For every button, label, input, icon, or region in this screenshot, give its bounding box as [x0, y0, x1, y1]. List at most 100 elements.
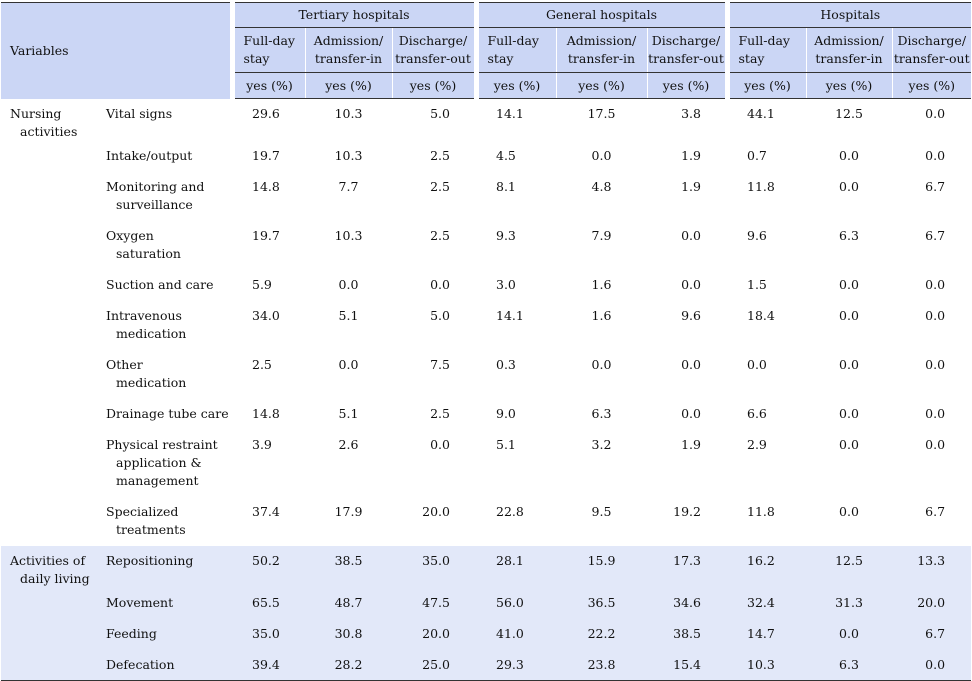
table-row: Activities of daily living Repositioning 50…	[1, 545, 972, 588]
value-cell: 14.8	[232, 398, 305, 430]
table-body: Nursing activities Vital signs 29.6 10.3 5.0 1…	[1, 98, 972, 681]
value-cell: 11.8	[727, 171, 806, 221]
value-cell: 15.4	[647, 649, 727, 681]
value-cell: 29.6	[232, 98, 305, 141]
variable-label: Other medication	[97, 349, 232, 399]
subhead-admission: Admission/transfer-in	[805, 27, 892, 73]
value-cell: 11.8	[727, 496, 806, 546]
value-cell: 9.6	[647, 300, 727, 350]
category-cell: Activities of daily living	[1, 545, 97, 588]
table-row: Intake/output 19.7 10.3 2.5 4.5 0.0 1.9 0.7 0.0 0…	[1, 140, 972, 172]
value-cell: 13.3	[892, 545, 972, 588]
subhead-fullday: Full-day stay	[229, 27, 305, 73]
table-row: Other medication 2.5 0.0 7.5 0.3 0.0 0.0 0.0 0.0 0…	[1, 349, 972, 399]
value-cell: 0.0	[392, 429, 476, 497]
value-cell: 38.5	[305, 545, 392, 588]
value-cell: 0.0	[305, 349, 392, 399]
value-cell: 1.9	[647, 140, 727, 172]
value-cell: 5.9	[232, 269, 305, 301]
value-cell: 0.0	[647, 398, 727, 430]
value-cell: 0.0	[806, 398, 892, 430]
category-cell	[1, 496, 97, 546]
variable-label-line: Repositioning	[106, 552, 194, 568]
value-cell: 4.8	[556, 171, 647, 221]
value-cell: 0.0	[892, 269, 972, 301]
category-label: Activities of	[10, 552, 86, 568]
value-cell: 38.5	[647, 618, 727, 650]
value-cell: 0.0	[806, 269, 892, 301]
table-header: Variables Tertiary hospitals General hos…	[1, 2, 972, 99]
value-cell: 20.0	[392, 618, 476, 650]
value-cell: 16.2	[727, 545, 806, 588]
value-cell: 5.1	[305, 300, 392, 350]
category-cell	[1, 171, 97, 221]
value-cell: 0.0	[892, 98, 972, 141]
category-cell	[1, 618, 97, 650]
unit-label: yes (%)	[304, 72, 392, 99]
variable-label: Oxygen saturation	[97, 220, 232, 270]
variable-label-line: Suction and care	[106, 276, 214, 292]
table-row: Feeding 35.0 30.8 20.0 41.0 22.2 38.5 14.7 0.0 6.…	[1, 618, 972, 650]
value-cell: 25.0	[392, 649, 476, 681]
value-cell: 10.3	[305, 140, 392, 172]
category-cell	[1, 649, 97, 681]
value-cell: 34.0	[232, 300, 305, 350]
value-cell: 14.7	[727, 618, 806, 650]
value-cell: 7.5	[392, 349, 476, 399]
value-cell: 30.8	[305, 618, 392, 650]
value-cell: 12.5	[806, 545, 892, 588]
value-cell: 6.3	[806, 220, 892, 270]
variable-label: Drainage tube care	[97, 398, 232, 430]
value-cell: 4.5	[476, 140, 556, 172]
value-cell: 2.9	[727, 429, 806, 497]
value-cell: 3.8	[647, 98, 727, 141]
table-row: Specialized treatments 37.4 17.9 20.0 22.8 9.5…	[1, 496, 972, 546]
category-cell	[1, 300, 97, 350]
value-cell: 2.5	[232, 349, 305, 399]
table-row: Drainage tube care 14.8 5.1 2.5 9.0 6.3 0.0 6.6…	[1, 398, 972, 430]
subhead-admission: Admission/transfer-in	[555, 27, 647, 73]
value-cell: 0.0	[647, 349, 727, 399]
subhead-discharge: Discharge/transfer-out	[646, 27, 727, 73]
variable-label-line: Defecation	[106, 656, 175, 672]
value-cell: 2.5	[392, 171, 476, 221]
table-row: Nursing activities Vital signs 29.6 10.3 5.0 1…	[1, 98, 972, 141]
variable-label: Repositioning	[97, 545, 232, 588]
value-cell: 0.0	[806, 429, 892, 497]
variable-label-line: Feeding	[106, 625, 157, 641]
value-cell: 3.9	[232, 429, 305, 497]
value-cell: 36.5	[556, 587, 647, 619]
value-cell: 10.3	[305, 98, 392, 141]
value-cell: 44.1	[727, 98, 806, 141]
value-cell: 0.0	[727, 349, 806, 399]
subhead-discharge: Discharge/transfer-out	[891, 27, 972, 73]
category-cell	[1, 398, 97, 430]
value-cell: 18.4	[727, 300, 806, 350]
value-cell: 6.7	[892, 618, 972, 650]
variable-label-line: Vital signs	[106, 105, 173, 121]
value-cell: 9.6	[727, 220, 806, 270]
value-cell: 65.5	[232, 587, 305, 619]
value-cell: 5.0	[392, 300, 476, 350]
value-cell: 8.1	[476, 171, 556, 221]
variable-label: Monitoring and surveillance	[97, 171, 232, 221]
value-cell: 0.7	[727, 140, 806, 172]
variable-label-line: application &	[116, 454, 202, 470]
value-cell: 14.8	[232, 171, 305, 221]
variable-label-line: Specialized	[106, 503, 179, 519]
value-cell: 39.4	[232, 649, 305, 681]
variable-label: Suction and care	[97, 269, 232, 301]
value-cell: 56.0	[476, 587, 556, 619]
variable-label-line: Monitoring and	[106, 178, 205, 194]
value-cell: 29.3	[476, 649, 556, 681]
variable-label-line: Intake/output	[106, 147, 193, 163]
value-cell: 0.0	[892, 429, 972, 497]
variable-label: Movement	[97, 587, 232, 619]
value-cell: 3.2	[556, 429, 647, 497]
unit-label: yes (%)	[555, 72, 647, 99]
subhead-fullday: Full-day stay	[724, 27, 806, 73]
value-cell: 20.0	[392, 496, 476, 546]
value-cell: 2.5	[392, 398, 476, 430]
value-cell: 19.2	[647, 496, 727, 546]
value-cell: 2.5	[392, 140, 476, 172]
